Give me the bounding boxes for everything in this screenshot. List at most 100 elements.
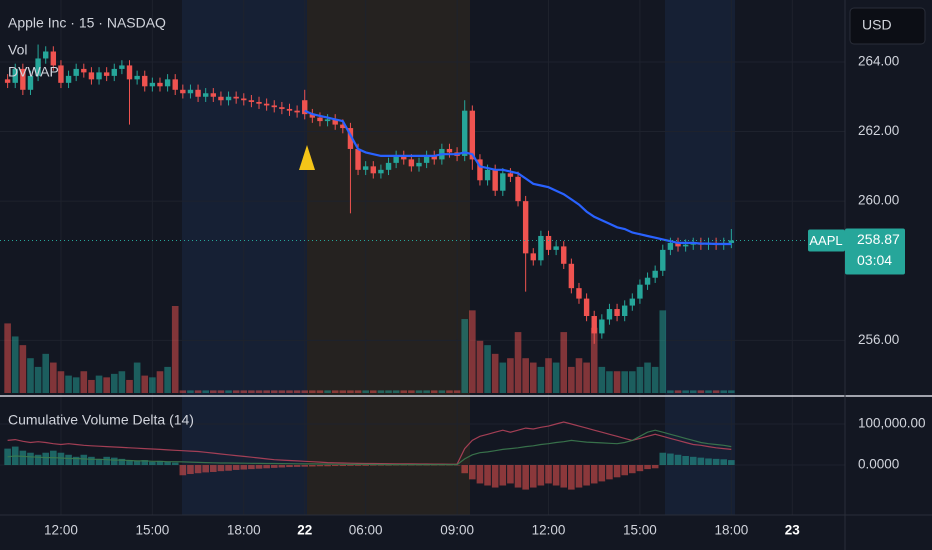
candle-body bbox=[728, 240, 735, 243]
cvd-bar bbox=[712, 458, 720, 466]
currency-button[interactable] bbox=[849, 7, 926, 45]
candle-body bbox=[142, 75, 148, 87]
volume-bar bbox=[369, 390, 377, 393]
cvd-bar bbox=[270, 465, 278, 468]
cvd-bar bbox=[316, 465, 324, 467]
volume-bar bbox=[110, 373, 118, 393]
extended-session bbox=[665, 0, 735, 515]
cvd-bar bbox=[568, 465, 575, 490]
volume-bar bbox=[651, 366, 659, 393]
volume-bar bbox=[88, 379, 95, 393]
last-price-label: 258.87 bbox=[857, 231, 900, 247]
indicator-title: Cumulative Volume Delta (14) bbox=[8, 412, 194, 428]
cvd-bar bbox=[57, 452, 65, 466]
volume-bar bbox=[659, 310, 667, 393]
candle-body bbox=[408, 159, 415, 167]
cvd-bar bbox=[560, 465, 568, 488]
vwap-line bbox=[304, 109, 732, 246]
cvd-bar bbox=[225, 465, 232, 471]
volume-bar bbox=[408, 390, 415, 393]
cvd-bar bbox=[80, 454, 88, 466]
volume-bar bbox=[194, 390, 202, 393]
candle-body bbox=[484, 169, 491, 181]
candle-body bbox=[423, 155, 430, 163]
candle-body bbox=[263, 103, 270, 106]
volume-bar bbox=[560, 332, 568, 393]
candle-body bbox=[682, 244, 689, 247]
candle-body bbox=[302, 100, 308, 115]
cvd-bar bbox=[171, 462, 179, 466]
y-tick-label: 262.00 bbox=[858, 123, 899, 138]
grid bbox=[0, 0, 845, 515]
cvd-line bbox=[7, 421, 732, 465]
volume-bar bbox=[400, 390, 408, 393]
candle-body bbox=[256, 101, 262, 104]
volume-bar bbox=[179, 390, 187, 393]
candle-body bbox=[621, 305, 628, 316]
volume-bar bbox=[476, 340, 484, 393]
cvd-bar bbox=[202, 465, 209, 473]
cvd-bar bbox=[210, 465, 217, 472]
y-tick-label: 264.00 bbox=[858, 54, 899, 69]
cvd-bar bbox=[461, 465, 469, 474]
candle-body bbox=[561, 246, 567, 264]
volume-bar bbox=[126, 379, 133, 393]
cvd-bar bbox=[126, 460, 133, 466]
volume-bar bbox=[316, 390, 324, 393]
candle-body bbox=[103, 72, 110, 76]
volume-bar bbox=[598, 366, 606, 393]
candle-body bbox=[88, 72, 95, 80]
candle-body bbox=[644, 277, 651, 285]
candle-body bbox=[317, 117, 323, 122]
cvd-bar bbox=[164, 461, 171, 466]
volume-bar bbox=[19, 345, 27, 393]
volume-bar bbox=[728, 390, 735, 393]
volume-bar bbox=[11, 336, 19, 393]
volume-bar bbox=[286, 390, 293, 393]
volume-bar bbox=[347, 390, 354, 393]
volume-bar bbox=[354, 390, 362, 393]
candle-body bbox=[469, 110, 476, 160]
y-tick-label: 100,000.00 bbox=[858, 416, 926, 431]
volume-bar bbox=[720, 390, 728, 393]
cvd-bar bbox=[408, 465, 415, 466]
volume-bar bbox=[499, 362, 507, 393]
candle-body bbox=[629, 298, 636, 306]
candle-body bbox=[347, 128, 354, 149]
volume-bar bbox=[270, 390, 278, 393]
candle-body bbox=[599, 319, 605, 334]
volume-bar bbox=[27, 358, 34, 393]
cvd-bar bbox=[507, 465, 514, 484]
candle-body bbox=[591, 316, 597, 334]
cvd-bar bbox=[583, 465, 590, 486]
candle-body bbox=[12, 68, 18, 83]
cvd-bar bbox=[149, 461, 156, 466]
volume-bar bbox=[339, 390, 347, 393]
candle-body bbox=[500, 173, 506, 191]
currency-label[interactable]: USD bbox=[862, 17, 892, 33]
volume-bar bbox=[537, 366, 545, 393]
volume-bar bbox=[42, 353, 50, 393]
candle-body bbox=[652, 270, 658, 278]
cvd-bar bbox=[377, 465, 385, 466]
volume-bar bbox=[72, 377, 80, 393]
cvd-bar bbox=[263, 465, 270, 469]
cvd-bar bbox=[362, 465, 369, 466]
cvd-bar bbox=[400, 465, 408, 466]
x-tick-label: 15:00 bbox=[135, 523, 169, 538]
premarket-session bbox=[307, 0, 470, 515]
candle-body bbox=[515, 176, 521, 202]
volume-bar bbox=[552, 362, 560, 393]
candle-body bbox=[149, 82, 156, 87]
y-tick-label: 0.0000 bbox=[858, 457, 899, 472]
signal-marker bbox=[299, 145, 315, 170]
volume-bar bbox=[415, 390, 423, 393]
candle-body bbox=[538, 235, 544, 261]
cvd-bar bbox=[629, 465, 636, 474]
volume-bar bbox=[529, 362, 537, 393]
volume-bar bbox=[171, 306, 179, 393]
x-tick-label: 18:00 bbox=[714, 523, 748, 538]
cvd-bar bbox=[720, 459, 728, 466]
candle-body bbox=[355, 148, 361, 170]
cvd-bar bbox=[103, 456, 110, 466]
